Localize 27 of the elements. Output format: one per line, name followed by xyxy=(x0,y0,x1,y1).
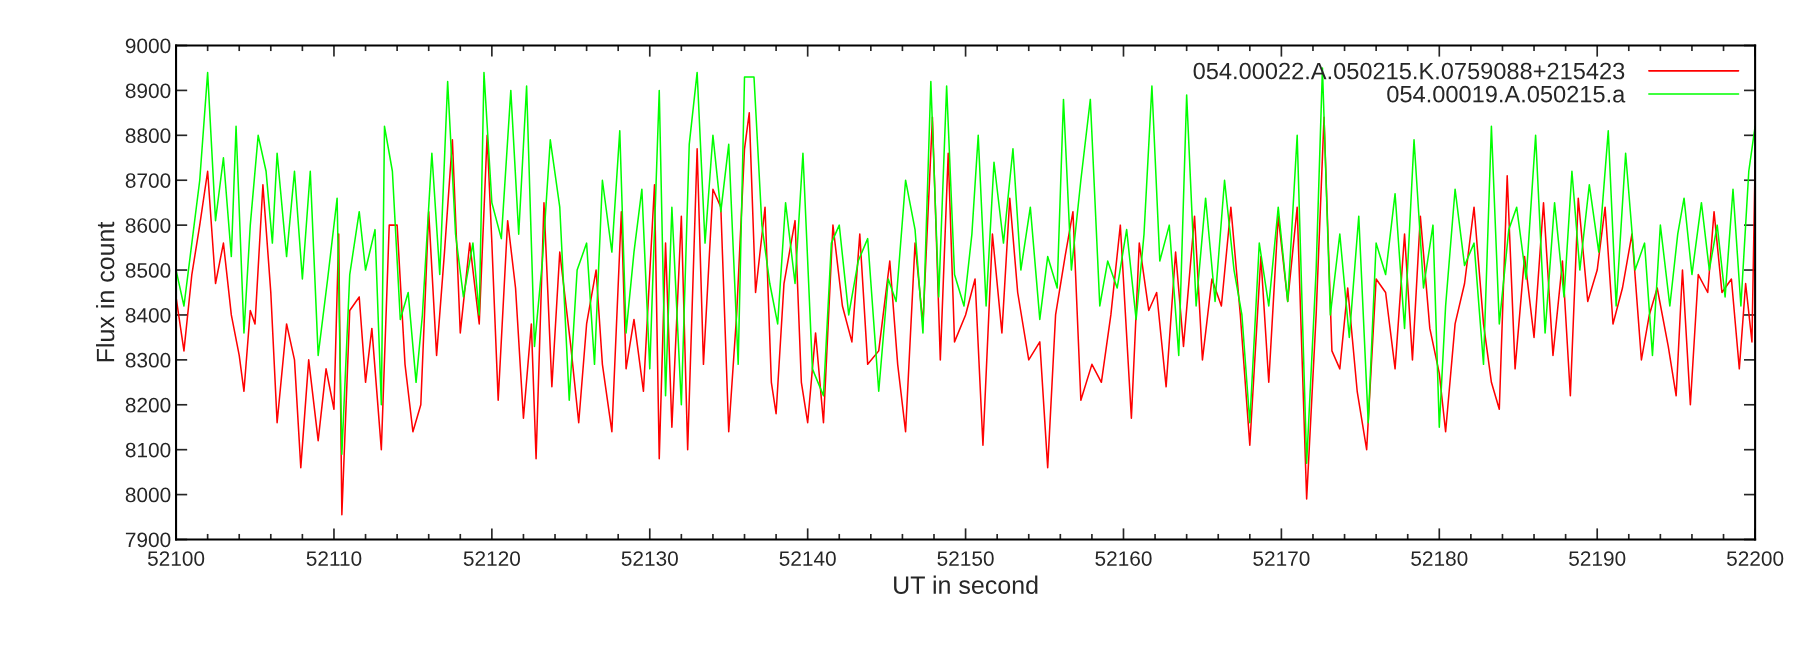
x-tick-label: 52130 xyxy=(621,551,678,566)
x-tick-label: 52100 xyxy=(147,551,205,566)
x-tick-label: 52180 xyxy=(1411,551,1468,566)
x-tick-label: 52170 xyxy=(1253,551,1310,566)
x-tick-label: 52120 xyxy=(463,551,521,566)
x-tick-label: 52140 xyxy=(779,551,836,566)
legend-label: 054.00019.A.050215.a xyxy=(1387,85,1626,103)
y-tick-label: 8100 xyxy=(125,442,171,458)
y-axis-title: Flux in count xyxy=(95,221,115,362)
x-axis-title: UT in second xyxy=(894,575,1038,594)
y-tick-label: 8000 xyxy=(125,487,171,503)
x-tick-label: 52200 xyxy=(1726,551,1784,566)
y-tick-label: 8700 xyxy=(125,173,171,188)
x-tick-label: 52160 xyxy=(1095,551,1152,566)
y-tick-label: 8800 xyxy=(125,128,171,144)
y-tick-label: 8600 xyxy=(125,218,171,233)
y-tick-label: 8400 xyxy=(125,307,171,323)
x-tick-label: 52110 xyxy=(306,551,362,566)
x-tick-label: 52150 xyxy=(937,551,994,566)
y-tick-label: 8500 xyxy=(125,263,171,278)
y-tick-label: 9000 xyxy=(125,38,171,54)
y-tick-label: 8300 xyxy=(125,352,171,368)
y-tick-label: 8200 xyxy=(125,397,171,413)
y-tick-label: 7900 xyxy=(125,532,171,548)
x-tick-label: 52190 xyxy=(1569,551,1626,566)
y-tick-label: 8900 xyxy=(125,83,171,99)
line-series xyxy=(176,112,1756,516)
